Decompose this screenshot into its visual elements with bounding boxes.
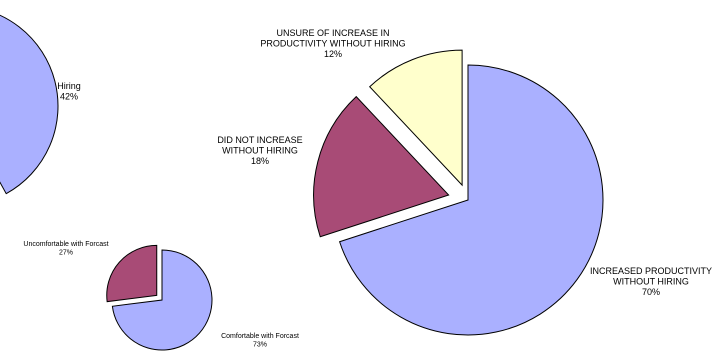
forecast-pie-slice-0 (111, 249, 213, 351)
hiring-pie-slice-0 (0, 14, 59, 195)
productivity-pie: INCREASED PRODUCTIVITY WITHOUT HIRING 70% D… (217, 28, 712, 336)
productivity-pie-label-2: UNSURE OF INCREASE IN PRODUCTIVITY WITHOU… (260, 28, 405, 59)
forecast-pie-label-1: Uncomfortable with Forcast 27% (23, 241, 108, 257)
productivity-pie-label-0: INCREASED PRODUCTIVITY WITHOUT HIRING 70% (590, 266, 712, 297)
forecast-pie-label-0: Comfortable with Forcast 73% (221, 333, 299, 349)
productivity-pie-slice-2 (368, 49, 463, 187)
hiring-pie: Hiring 42% (0, 14, 81, 195)
productivity-pie-label-1: DID NOT INCREASE WITHOUT HIRING 18% (217, 135, 302, 166)
hiring-pie-label-0: Hiring 42% (57, 81, 81, 102)
forecast-pie: Comfortable with Forcast 73% Uncomfortable… (23, 241, 299, 351)
productivity-pie-slice-1 (313, 95, 450, 238)
productivity-pie-slice-0 (338, 64, 604, 336)
forecast-pie-slice-1 (106, 244, 158, 303)
